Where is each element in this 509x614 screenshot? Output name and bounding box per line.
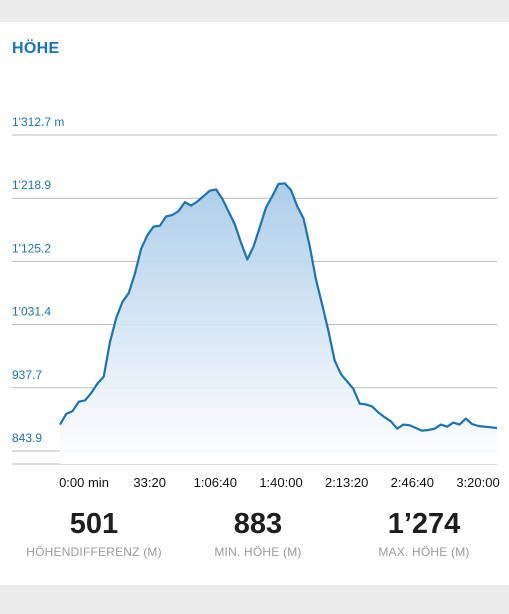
stat-min-height: 883 MIN. HÖHE (M) [173,507,343,559]
x-tick-label: 2:13:20 [325,475,368,490]
elevation-chart: 1'312.7 m 1'218.9 1'125.2 1'031.4 937.7 843.9… [12,115,500,490]
stat-height-difference: 501 HÖHENDIFFERENZ (M) [9,507,179,559]
elevation-card: HÖHE 1'312.7 m 1'218.9 1'125.2 1'031.4 937.7… [0,22,509,585]
x-tick-label: 2:46:40 [391,475,434,490]
stat-value: 883 [233,508,283,540]
x-tick-label: 0:00 min [59,475,109,490]
stat-max-height: 1’274 MAX. HÖHE (M) [339,507,509,559]
elevation-line [59,182,498,432]
y-tick-label: 1'125.2 [12,241,51,255]
section-title: HÖHE [12,40,60,57]
y-tick-label: 1'218.9 [12,178,51,192]
x-tick-label: 33:20 [133,475,166,490]
x-tick-label: 1:40:00 [259,475,302,490]
stat-label: HÖHENDIFFERENZ (M) [26,545,162,559]
stat-value: 1’274 [387,508,461,540]
stat-label: MIN. HÖHE (M) [214,545,302,559]
elevation-area [60,183,497,465]
stat-label: MAX. HÖHE (M) [378,545,470,559]
y-tick-label: 843.9 [12,431,42,445]
stat-value: 501 [69,508,119,540]
stats-row: 501 HÖHENDIFFERENZ (M) 883 MIN. HÖHE (M)… [0,507,509,577]
x-tick-label: 3:20:00 [456,475,499,490]
y-tick-label: 1'031.4 [12,305,51,319]
x-tick-label: 1:06:40 [194,475,237,490]
y-tick-label: 1'312.7 m [12,115,64,129]
y-tick-label: 937.7 [12,368,42,382]
